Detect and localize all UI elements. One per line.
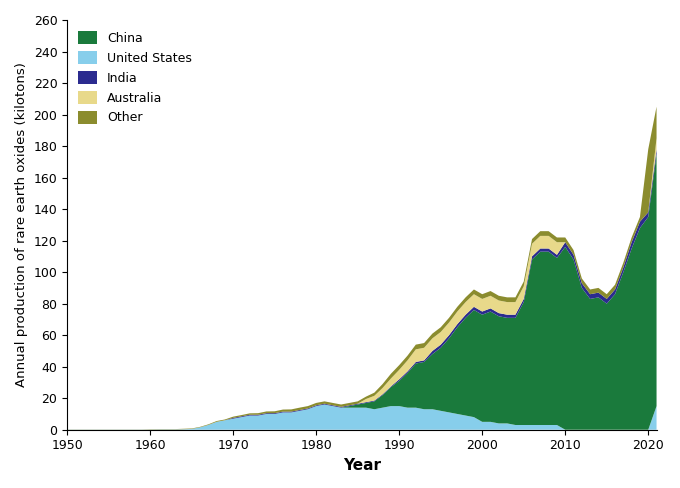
Legend: China, United States, India, Australia, Other: China, United States, India, Australia, … (73, 26, 197, 129)
Y-axis label: Annual production of rare earth oxides (kilotons): Annual production of rare earth oxides (… (15, 62, 28, 387)
X-axis label: Year: Year (343, 458, 381, 473)
